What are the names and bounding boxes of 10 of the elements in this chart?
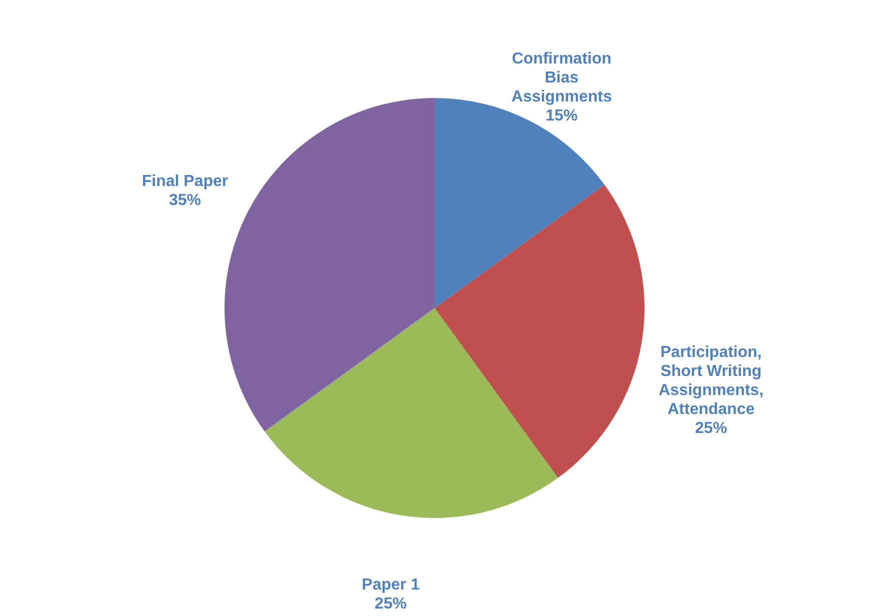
- data-label: 25%: [374, 596, 407, 613]
- data-label: 25%: [695, 420, 728, 437]
- data-label: 35%: [169, 192, 202, 209]
- slice-label: Participation, Short Writing Assignments, Attendance: [658, 344, 764, 418]
- slice-label: Final Paper: [142, 172, 228, 190]
- slice-label: Paper 1: [362, 576, 420, 594]
- pie-slice: [264, 308, 558, 518]
- pie-slice: [434, 184, 644, 478]
- slice-label: Confirmation Bias Assignments: [511, 50, 612, 106]
- data-label: 15%: [546, 108, 578, 125]
